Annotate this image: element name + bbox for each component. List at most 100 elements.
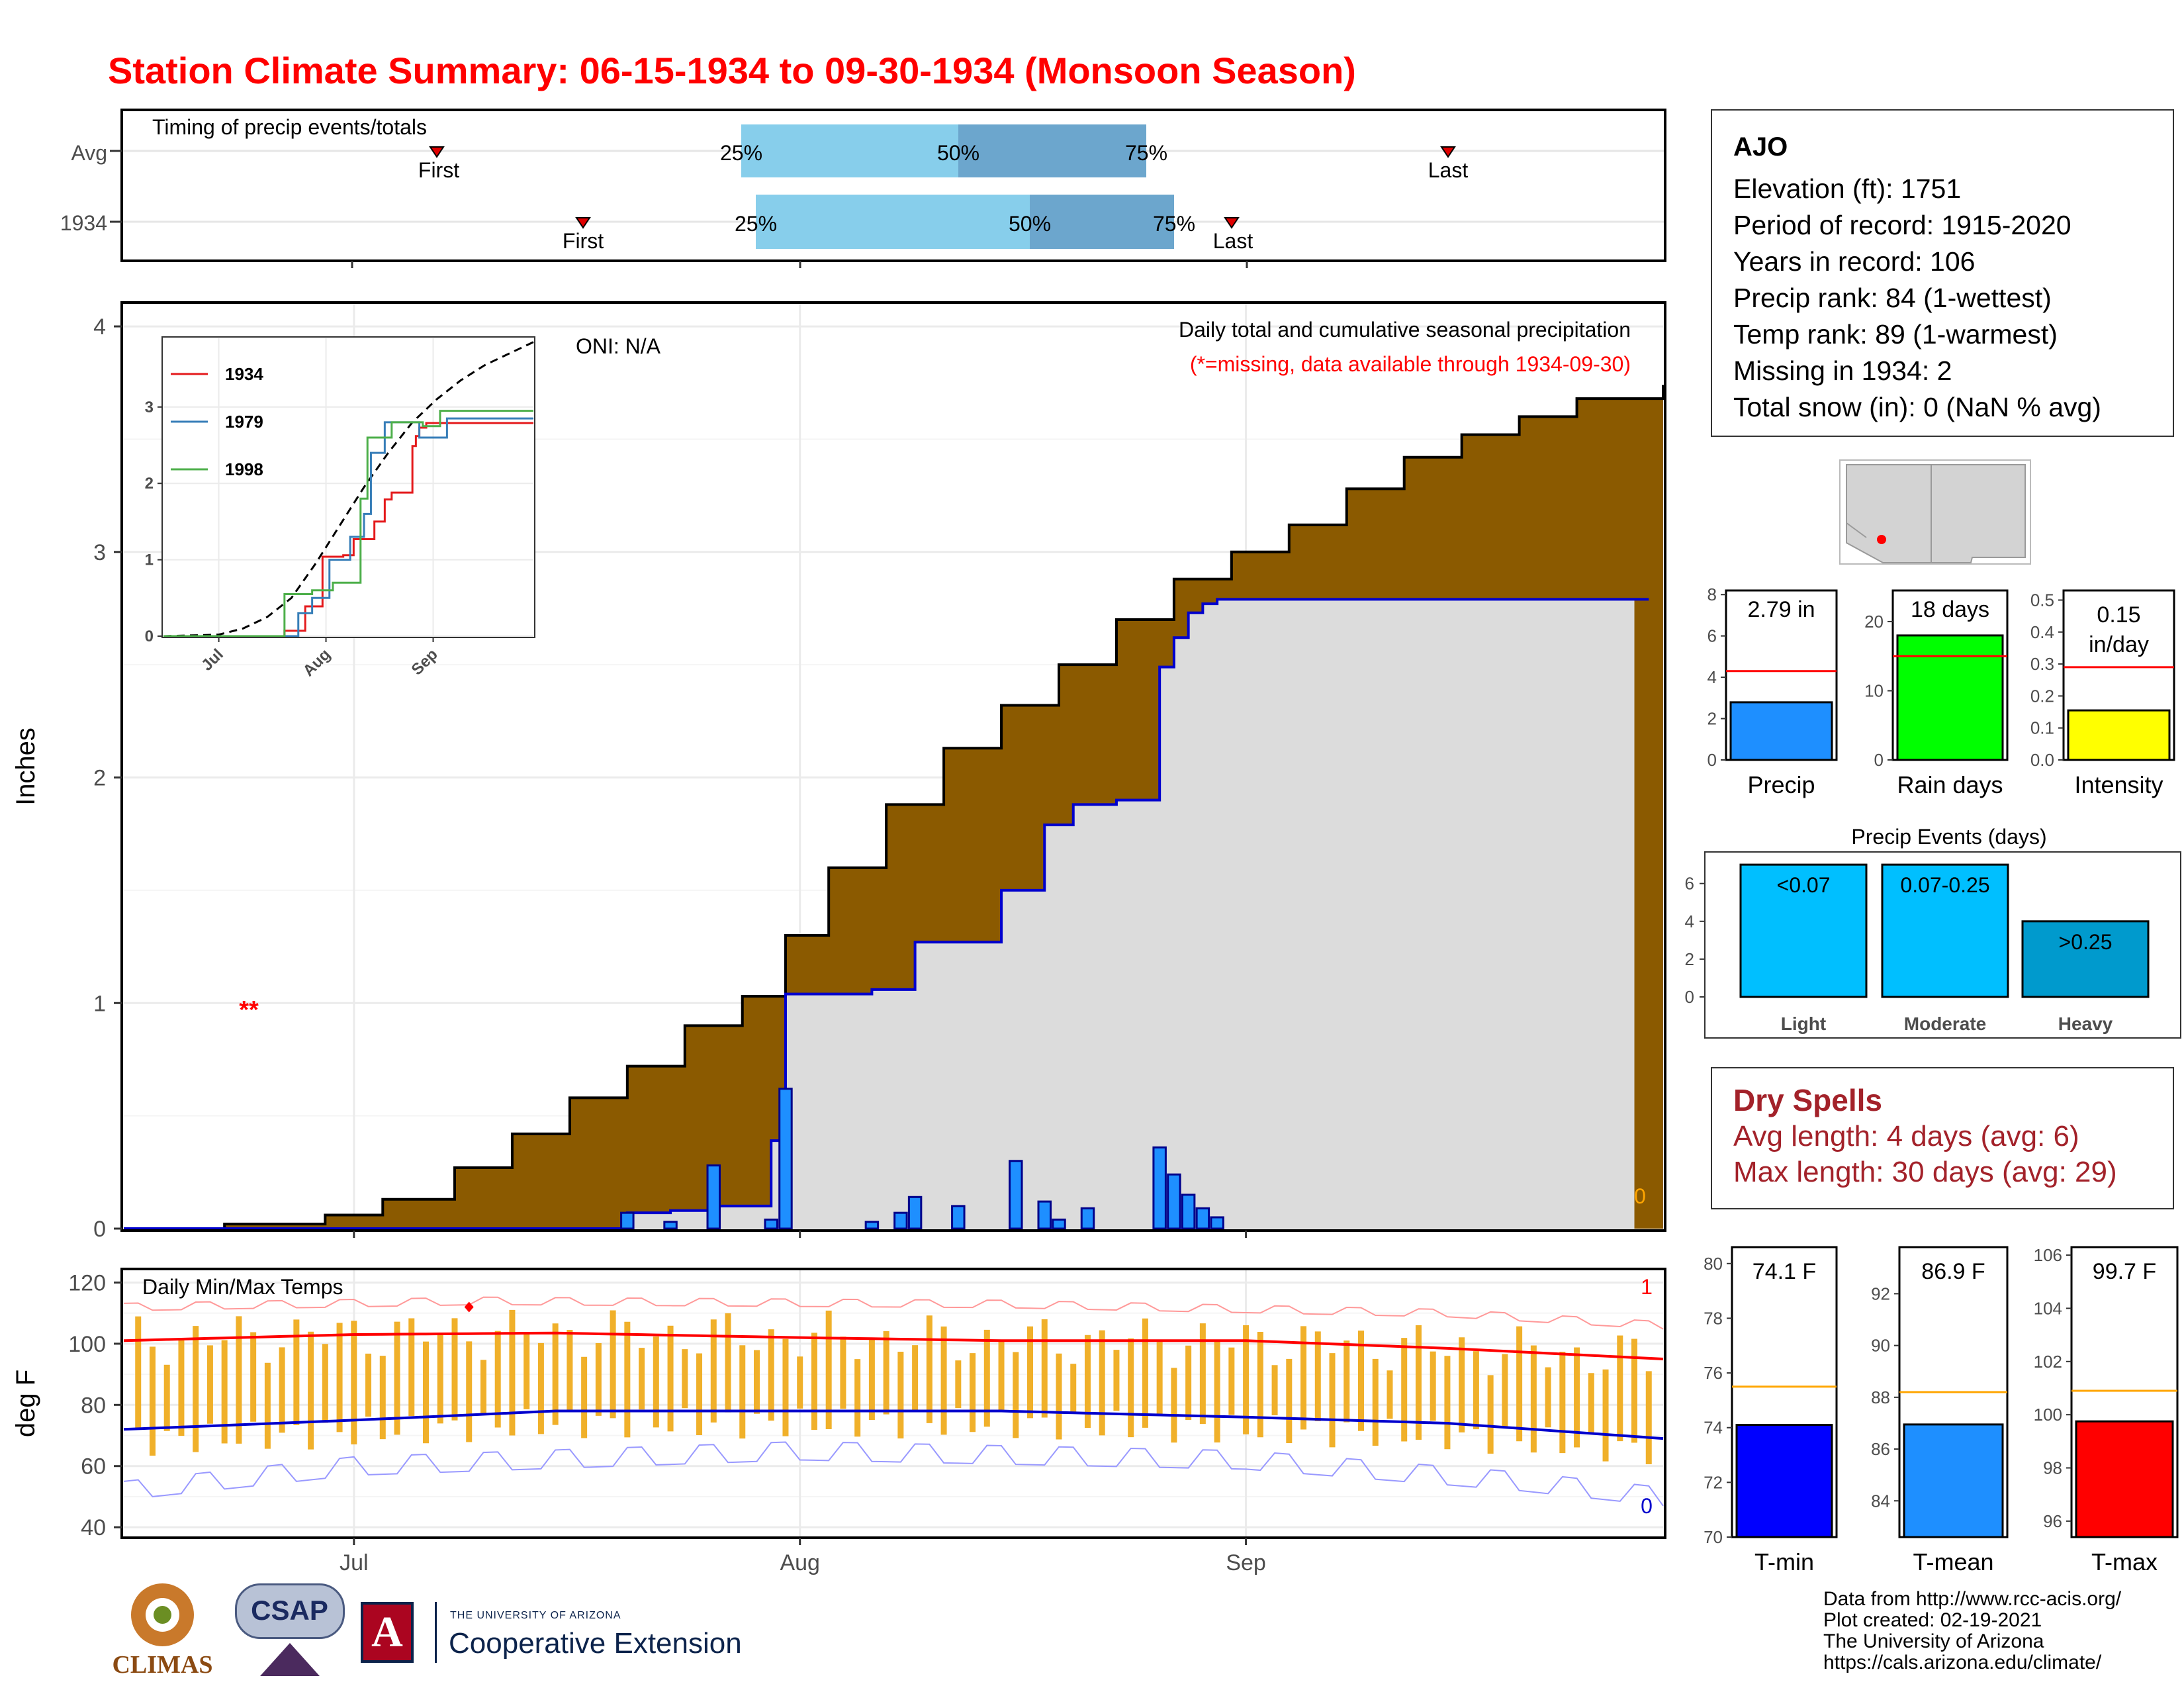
mini-bar-tick-label: 0 — [1707, 750, 1717, 770]
y1934-cumulative-area — [124, 599, 1649, 1229]
climas-logo: CLIMAS — [108, 1583, 217, 1681]
temp-xtick-label: Sep — [1226, 1550, 1266, 1575]
events-bar-moderate — [1881, 863, 2009, 998]
temp-line-avg-max — [123, 1331, 1664, 1360]
mini-bar-tick-label: 0.2 — [2030, 686, 2054, 706]
temp-bar-tick-label: 86 — [1871, 1439, 1890, 1459]
events-tick-label: 0 — [1685, 987, 1694, 1007]
timing-row-1934-label: 1934 — [60, 211, 107, 235]
dry-spells-avg: Avg length: 4 days (avg: 6) — [1733, 1120, 2079, 1152]
temp-bar-tick-label: 98 — [2043, 1458, 2062, 1478]
mini-bar-value: 18 days — [1911, 597, 1989, 622]
temp-bar-value: 74.1 F — [1752, 1259, 1816, 1284]
inset-line-avg — [163, 341, 534, 637]
mini-bar-tick-label: 4 — [1707, 667, 1717, 687]
temp-ytick-label: 100 — [68, 1332, 106, 1357]
ua-cooperative-extension: Cooperative Extension — [449, 1627, 742, 1660]
temp-bar-tick-label: 76 — [1704, 1363, 1723, 1383]
daily-precip-bar — [1080, 1207, 1095, 1230]
y1934-last-marker — [1224, 217, 1240, 229]
inset-xtick-label: Jul — [198, 645, 227, 675]
inset-ytick-label: 2 — [145, 475, 154, 492]
dry-spells-box: Dry Spells Avg length: 4 days (avg: 6) M… — [1711, 1067, 2174, 1209]
daily-precip-bar — [864, 1221, 880, 1230]
inset-legend-1934: 1934 — [225, 364, 263, 384]
credits: Data from http://www.rcc-acis.org/ Plot … — [1823, 1589, 2121, 1673]
events-category-label: Moderate — [1904, 1013, 1986, 1034]
daily-precip-bar — [893, 1211, 908, 1230]
temp-bar-tick-label: 78 — [1704, 1308, 1723, 1328]
ua-a-icon: A — [361, 1602, 414, 1663]
daily-precip-bar — [663, 1221, 678, 1230]
station-missing: Missing in 1934: 2 — [1733, 355, 1952, 386]
credit-url: https://cals.arizona.edu/climate/ — [1823, 1652, 2102, 1673]
temp-bar-t-max — [2075, 1420, 2174, 1538]
temp-bar-tick-label: 96 — [2043, 1511, 2062, 1531]
precip-ytick-label: 3 — [93, 540, 106, 565]
daily-precip-bar — [1152, 1146, 1167, 1230]
ua-logo: A THE UNIVERSITY OF ARIZONA Cooperative … — [361, 1602, 745, 1668]
precip-ytick-label: 1 — [93, 991, 106, 1016]
mini-bar-tick-label: 6 — [1707, 626, 1717, 646]
mini-bar-tick-label: 20 — [1864, 612, 1884, 632]
y1934-first-label: First — [563, 229, 604, 253]
station-temp-rank: Temp rank: 89 (1-warmest) — [1733, 319, 2058, 350]
y1934-first-marker — [575, 217, 591, 229]
station-years: Years in record: 106 — [1733, 246, 1976, 277]
mini-bar-tick-label: 10 — [1864, 681, 1884, 701]
dry-spells-title: Dry Spells — [1733, 1083, 1882, 1117]
daily-precip-bar — [1167, 1173, 1181, 1230]
record-high-count: 1 — [1641, 1275, 1653, 1299]
temp-xtick-label: Jul — [340, 1550, 368, 1575]
mini-bar-value: 0.15 — [2097, 602, 2140, 628]
temp-bar-label: T-min — [1754, 1548, 1814, 1575]
temp-bar-tick-label: 106 — [2034, 1245, 2062, 1265]
temp-panel-frame — [120, 1268, 1666, 1539]
avg-first-marker — [429, 146, 445, 158]
events-category-label: Heavy — [2058, 1013, 2113, 1034]
temp-bar-tick-label: 88 — [1871, 1387, 1890, 1407]
daily-precip-bar — [706, 1164, 721, 1230]
mini-bar-charts: 0 2 4 6 8 2.79 in Precip 0 10 20 18 days Rain days 0… — [1707, 585, 2175, 798]
temp-bar-label: T-max — [2091, 1548, 2158, 1575]
inset-legend-1998: 1998 — [225, 459, 263, 479]
y1934-p50-label: 50% — [1009, 212, 1051, 236]
temp-ytick-label: 40 — [81, 1515, 106, 1540]
temp-bar-tick-label: 104 — [2034, 1298, 2062, 1318]
temp-bar-tick-label: 100 — [2034, 1405, 2062, 1425]
timing-panel: Timing of precip events/totals Avg 1934 … — [60, 109, 1666, 268]
daily-precip-bar — [907, 1196, 923, 1230]
missing-note: (*=missing, data available through 1934-… — [1190, 352, 1631, 376]
precip-panel-frame — [120, 301, 1666, 1232]
zero-missing-count: 0 — [1634, 1184, 1646, 1208]
inset-chart: 0 1 2 3 Jul Aug Sep 1934 1979 1998 — [145, 336, 535, 680]
events-bar-label: <0.07 — [1777, 873, 1831, 897]
mini-bar-tick-label: 0.4 — [2030, 622, 2054, 642]
csap-logo: CSAP — [232, 1583, 347, 1681]
mini-bar-value-unit: in/day — [2089, 632, 2149, 657]
temp-bar-tick-label: 70 — [1704, 1527, 1723, 1547]
climas-wordmark: CLIMAS — [112, 1651, 213, 1679]
station-location-marker — [1877, 535, 1886, 544]
temp-ytick-label: 60 — [81, 1454, 106, 1479]
station-elevation: Elevation (ft): 1751 — [1733, 173, 1962, 204]
station-snow: Total snow (in): 0 (NaN % avg) — [1733, 392, 2101, 422]
mini-bar-tick-label: 8 — [1707, 585, 1717, 604]
mini-bar-tick-label: 0.0 — [2030, 750, 2054, 770]
events-bar-label: 0.07-0.25 — [1900, 873, 1989, 897]
daily-precip-bar — [951, 1205, 966, 1230]
inset-ytick-label: 3 — [145, 399, 154, 416]
temp-bar-t-mean — [1903, 1423, 2004, 1538]
mini-bar-label: Precip — [1747, 771, 1815, 798]
temp-bar-charts: 70 72 74 76 78 80 74.1 F T-min 84 86 88 90 92 86.9 F T… — [1704, 1245, 2179, 1575]
timing-row-avg-label: Avg — [71, 141, 107, 165]
station-info-box: AJO Elevation (ft): 1751 Period of recor… — [1711, 109, 2174, 437]
precip-ylabel: Inches — [11, 727, 40, 806]
temp-panel: 40 60 80 100 120 Jul Aug Sep Daily Min/Max Tem… — [11, 1268, 1666, 1575]
daily-precip-bar — [764, 1218, 778, 1230]
oni-label: ONI: N/A — [576, 334, 661, 358]
mini-bar-value: 2.79 in — [1747, 597, 1815, 622]
temp-bar-tick-label: 74 — [1704, 1418, 1723, 1438]
daily-precip-bar — [1052, 1218, 1066, 1230]
